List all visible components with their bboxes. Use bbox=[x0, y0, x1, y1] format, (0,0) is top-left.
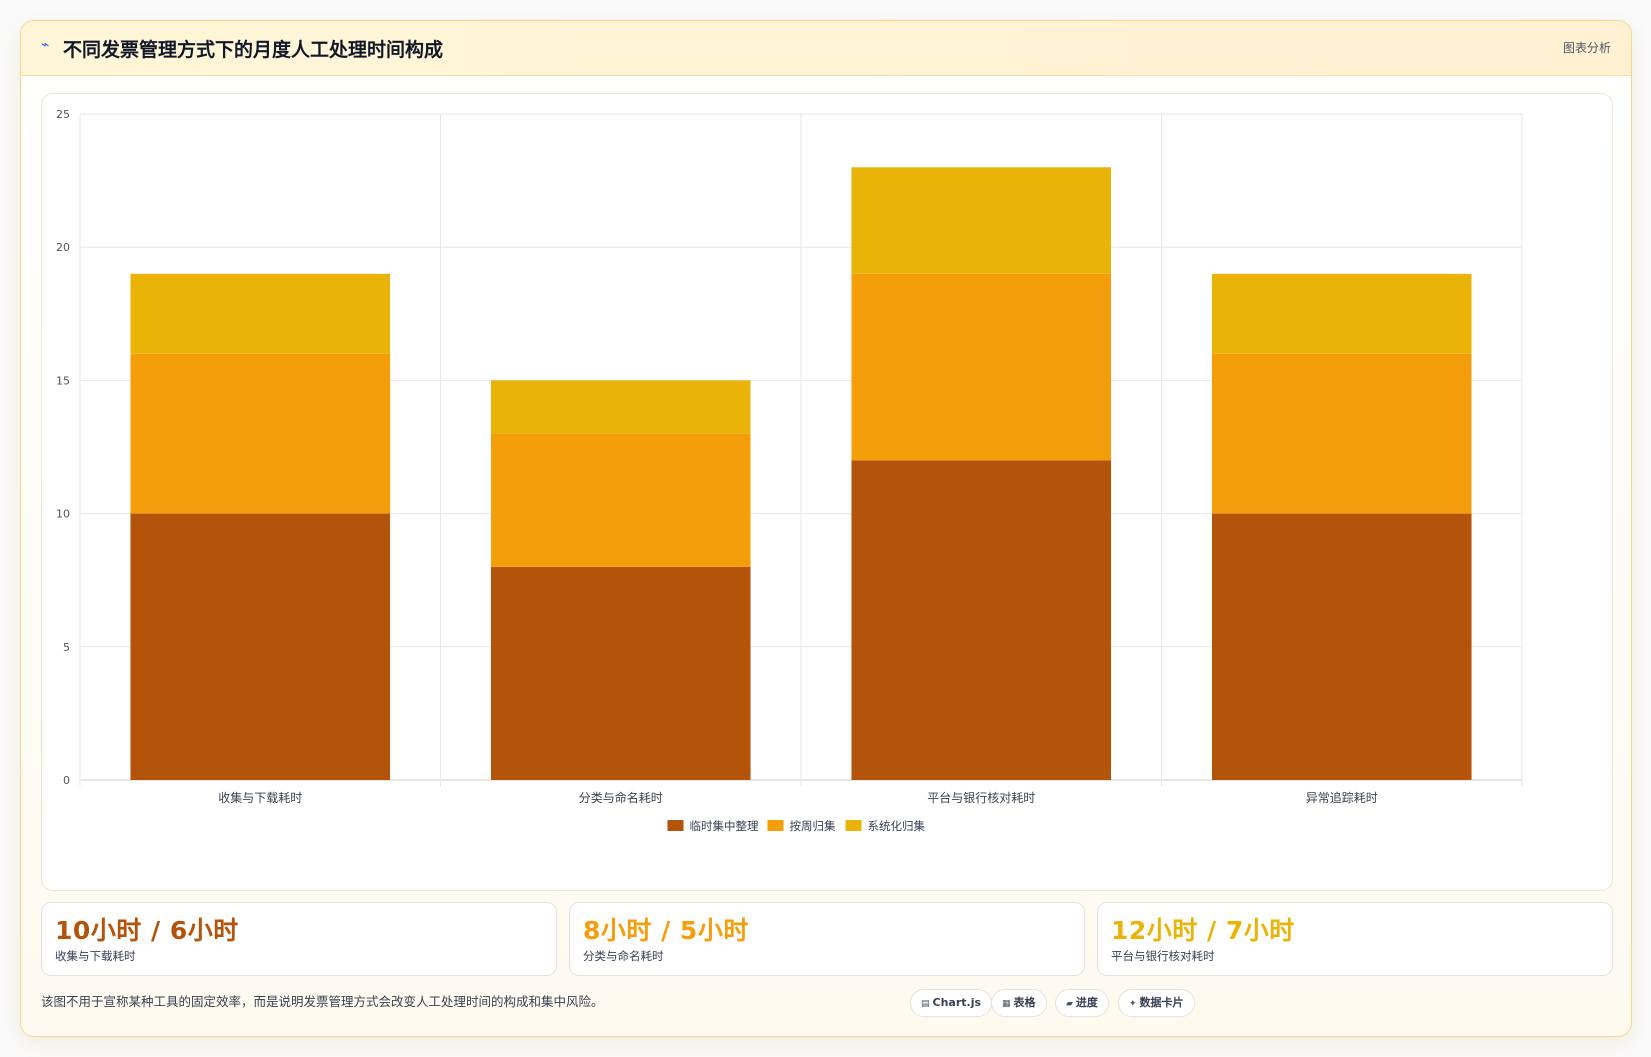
y-tick-label: 15 bbox=[56, 374, 70, 387]
bar-segment bbox=[130, 353, 391, 514]
stat-value: 12小时 / 7小时 bbox=[1111, 916, 1295, 945]
data-card-icon: ✦ bbox=[1129, 999, 1137, 1009]
y-tick-label: 25 bbox=[56, 108, 70, 121]
stat-card: 8小时 / 5小时 分类与命名耗时 bbox=[569, 902, 1085, 976]
bar-segment bbox=[490, 433, 751, 567]
bar-segment bbox=[1211, 353, 1472, 514]
chip-table[interactable]: ▦ 表格 bbox=[991, 989, 1047, 1017]
x-tick-label: 收集与下载耗时 bbox=[218, 790, 302, 805]
bar-segment bbox=[1211, 273, 1472, 354]
y-tick-label: 20 bbox=[56, 241, 70, 254]
chart-card: ⌁ 不同发票管理方式下的月度人工处理时间构成 图表分析 0 5 10 15 20 25 收集… bbox=[20, 20, 1632, 1037]
chip-chartjs[interactable]: ▤ Chart.js bbox=[910, 989, 993, 1017]
stat-label: 平台与银行核对耗时 bbox=[1111, 949, 1215, 963]
chip-data-card[interactable]: ✦ 数据卡片 bbox=[1118, 989, 1195, 1017]
y-tick-label: 10 bbox=[56, 508, 70, 521]
legend-swatch bbox=[845, 820, 862, 831]
x-tick-label: 异常追踪耗时 bbox=[1306, 790, 1378, 805]
chart-title: 不同发票管理方式下的月度人工处理时间构成 bbox=[63, 39, 444, 61]
y-tick-label: 0 bbox=[63, 774, 70, 787]
legend-label: 临时集中整理 bbox=[690, 819, 759, 833]
stat-label: 分类与命名耗时 bbox=[583, 949, 664, 963]
stat-card: 10小时 / 6小时 收集与下载耗时 bbox=[41, 902, 557, 976]
chip-label: Chart.js bbox=[932, 996, 982, 1009]
stat-value: 8小时 / 5小时 bbox=[583, 916, 749, 945]
chart-icon: ▤ bbox=[921, 999, 930, 1009]
chip-label: 数据卡片 bbox=[1139, 996, 1184, 1009]
x-tick-label: 平台与银行核对耗时 bbox=[927, 790, 1035, 805]
bar-segment bbox=[851, 273, 1112, 461]
bar-segment bbox=[851, 460, 1112, 780]
legend-label: 按周归集 bbox=[790, 819, 836, 833]
chip-progress[interactable]: ▰ 进度 bbox=[1055, 989, 1109, 1017]
progress-icon: ▰ bbox=[1066, 999, 1073, 1009]
stacked-bar-chart: 0 5 10 15 20 25 收集与下载耗时 分类与命名耗时 平台与银行核对耗时 异常追踪耗时临… bbox=[56, 108, 1523, 833]
stat-label: 收集与下载耗时 bbox=[55, 949, 136, 963]
stat-card: 12小时 / 7小时 平台与银行核对耗时 bbox=[1097, 902, 1613, 976]
bar-segment bbox=[1211, 513, 1472, 780]
y-tick-label: 5 bbox=[63, 641, 70, 654]
legend-label: 系统化归集 bbox=[868, 819, 926, 833]
bar-segment bbox=[490, 380, 751, 434]
chip-label: 表格 bbox=[1013, 996, 1036, 1009]
legend-swatch bbox=[767, 820, 784, 831]
stat-value: 10小时 / 6小时 bbox=[55, 916, 239, 945]
chart-panel: 0 5 10 15 20 25 收集与下载耗时 分类与命名耗时 平台与银行核对耗时 异常追踪耗时临… bbox=[41, 93, 1613, 891]
footnote: 该图不用于宣称某种工具的固定效率，而是说明发票管理方式会改变人工处理时间的构成和… bbox=[41, 994, 604, 1009]
bar-segment bbox=[130, 513, 391, 780]
chip-label: 进度 bbox=[1075, 996, 1098, 1009]
bar-segment bbox=[490, 566, 751, 780]
card-header: ⌁ 不同发票管理方式下的月度人工处理时间构成 图表分析 bbox=[21, 21, 1631, 76]
bar-segment bbox=[851, 167, 1112, 274]
x-tick-label: 分类与命名耗时 bbox=[579, 790, 663, 805]
chart-line-icon: ⌁ bbox=[41, 37, 50, 53]
header-tag: 图表分析 bbox=[1562, 41, 1611, 55]
legend-swatch bbox=[667, 820, 684, 831]
bar-segment bbox=[130, 273, 391, 354]
table-icon: ▦ bbox=[1002, 999, 1011, 1009]
